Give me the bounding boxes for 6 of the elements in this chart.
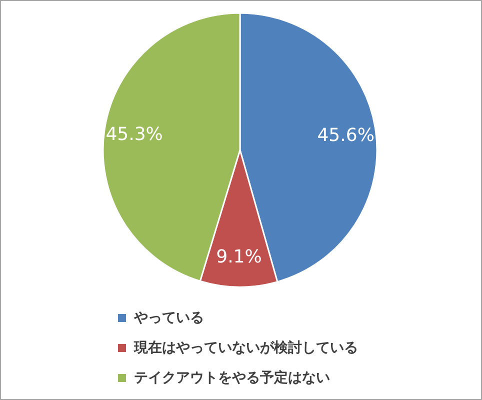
legend-label: テイクアウトをやる予定はない <box>134 369 330 386</box>
data-label: 45.6% <box>317 124 374 146</box>
legend-label: やっている <box>133 310 204 326</box>
data-label: 45.3% <box>106 124 163 145</box>
legend-label: 現在はやっていないが検討している <box>133 340 358 356</box>
data-label: 9.1% <box>216 246 262 268</box>
